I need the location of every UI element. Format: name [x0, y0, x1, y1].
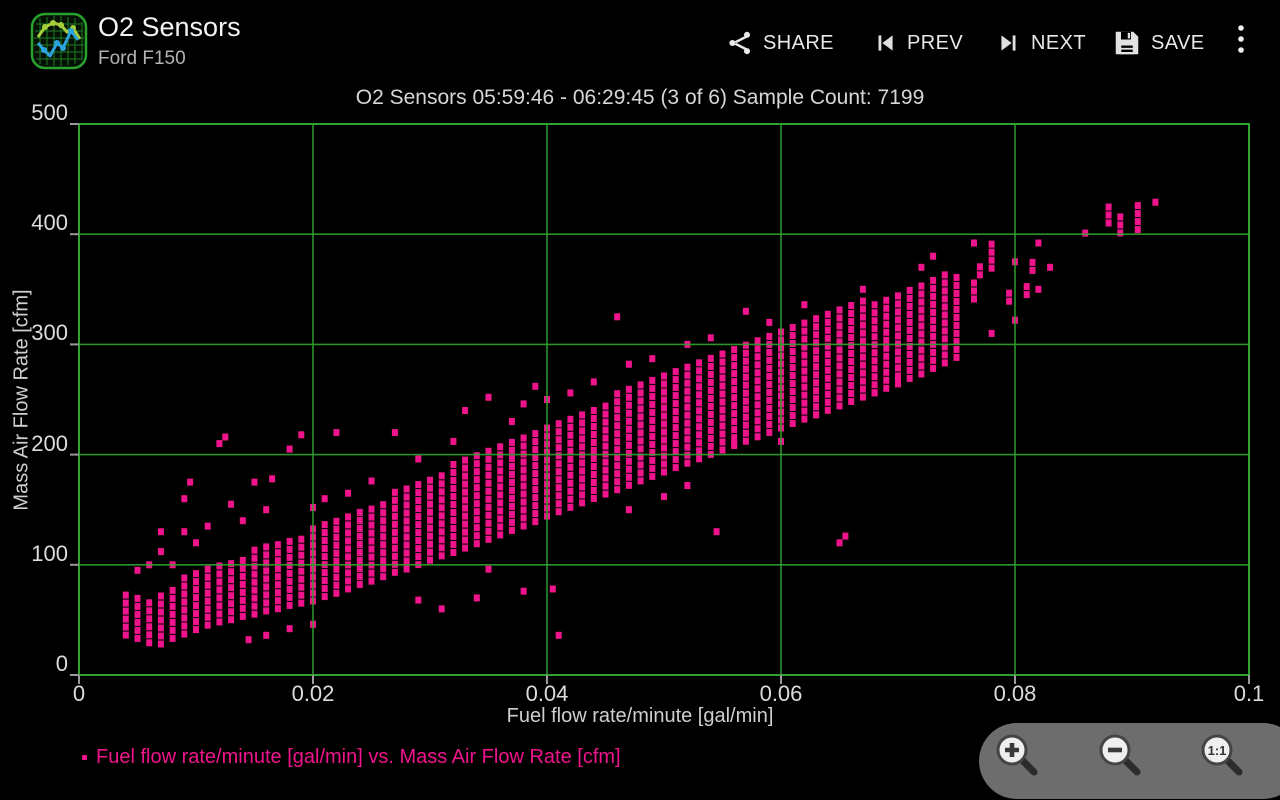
share-icon [729, 31, 751, 55]
skip-previous-icon [878, 35, 893, 51]
legend-label: Fuel flow rate/minute [gal/min] vs. Mass… [96, 746, 621, 768]
overflow-menu-button[interactable] [1228, 20, 1254, 62]
x-tick-label: 0.04 [525, 681, 569, 706]
share-label: SHARE [763, 31, 834, 54]
prev-label: PREV [907, 31, 964, 54]
zoom-controls-bar: 1:1 [979, 723, 1280, 799]
x-tick-label: 0.02 [291, 681, 335, 706]
zoom-reset-button[interactable]: 1:1 [1197, 730, 1245, 788]
app-subtitle: Ford F150 [98, 48, 186, 69]
overflow-menu-icon [1238, 25, 1244, 53]
y-tick-label: 200 [31, 430, 68, 456]
y-tick-label: 300 [31, 320, 68, 346]
chart-legend: Fuel flow rate/minute [gal/min] vs. Mass… [82, 746, 621, 769]
share-button[interactable]: SHARE [726, 22, 834, 64]
zoom-in-magnifier-icon [996, 734, 1038, 776]
zoom-in-button[interactable] [992, 730, 1040, 788]
x-tick-label: 0.06 [759, 681, 803, 706]
app-icon[interactable] [30, 12, 88, 70]
prev-button[interactable]: PREV [872, 22, 963, 64]
next-button[interactable]: NEXT [996, 22, 1086, 64]
y-tick-label: 0 [55, 651, 68, 676]
zoom-out-magnifier-icon [1099, 734, 1141, 776]
chart-title: O2 Sensors 05:59:46 - 06:29:45 (3 of 6) … [355, 86, 925, 109]
y-tick-label: 500 [31, 100, 68, 125]
x-tick-label: 0.08 [993, 681, 1037, 706]
scatter-plot[interactable] [67, 112, 1261, 687]
y-tick-label: 100 [31, 540, 68, 566]
x-axis-label: Fuel flow rate/minute [gal/min] [506, 705, 774, 727]
app-icon-graphic [30, 12, 88, 70]
y-tick-label: 400 [31, 210, 68, 236]
app-title: O2 Sensors [98, 12, 241, 42]
x-tick-label: 0.1 [1233, 681, 1265, 706]
save-icon [1115, 31, 1139, 55]
save-button[interactable]: SAVE [1112, 22, 1204, 64]
save-label: SAVE [1151, 31, 1205, 54]
skip-next-icon [1001, 35, 1016, 51]
svg-text:1:1: 1:1 [1208, 743, 1227, 758]
legend-marker [82, 755, 87, 760]
y-axis-label: Mass Air Flow Rate [cfm] [10, 289, 33, 511]
action-bar: O2 Sensors Ford F150 SHARE PREV NEXT [0, 0, 1280, 84]
zoom-reset-magnifier-icon: 1:1 [1201, 734, 1243, 776]
zoom-out-button[interactable] [1095, 730, 1143, 788]
next-label: NEXT [1031, 31, 1086, 54]
x-tick-label: 0 [72, 681, 86, 706]
